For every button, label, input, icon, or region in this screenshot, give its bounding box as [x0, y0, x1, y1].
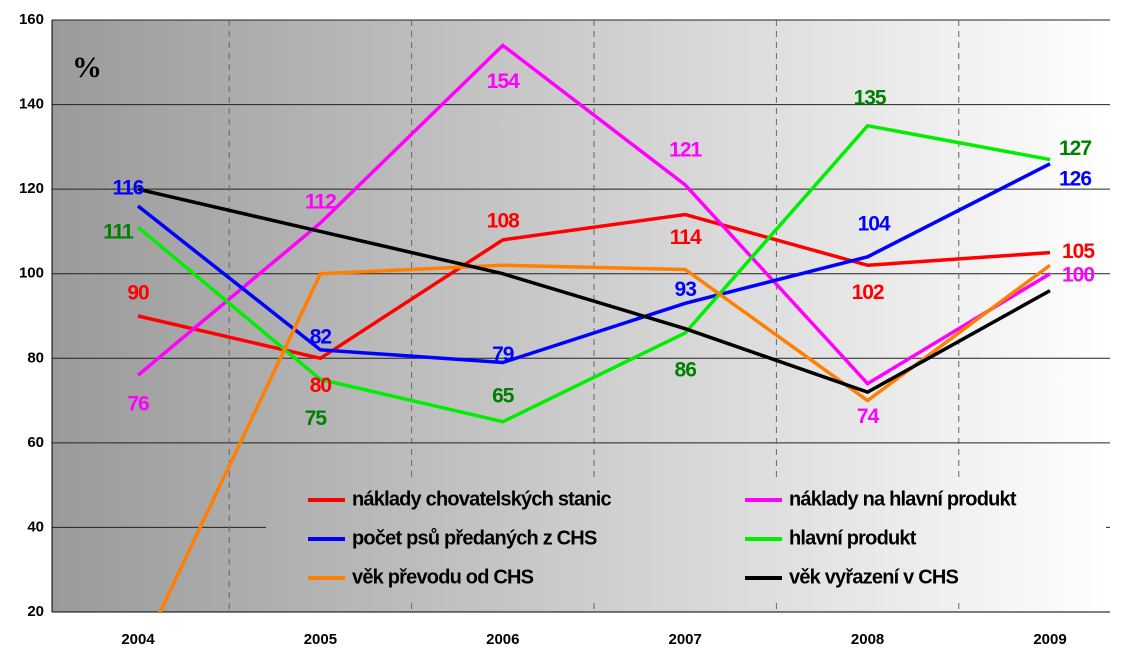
y-tick-label: 60 [27, 434, 44, 451]
legend-label: náklady na hlavní produkt [789, 488, 1017, 510]
data-label: 80 [310, 374, 332, 397]
y-tick-label: 140 [19, 96, 44, 113]
labels: 20 40 60 80 100 120 140 160 2004 2005 2006 2007 2008… [19, 11, 1096, 648]
data-label: 82 [310, 325, 332, 348]
y-tick-label: 80 [27, 349, 44, 366]
y-tick-label: 100 [19, 265, 44, 282]
series-line [136, 162, 1051, 365]
data-label: 86 [675, 358, 697, 381]
legend-label: věk vyřazení v CHS [789, 566, 958, 588]
legend-label: počet psů předaných z CHS [352, 527, 597, 549]
data-label: 90 [127, 282, 149, 305]
lines [136, 43, 1052, 612]
x-tick-label: 2005 [304, 631, 337, 648]
data-label: 111 [103, 221, 134, 244]
y-tick-label: 120 [19, 180, 44, 197]
y-tick-label: 160 [19, 11, 44, 28]
legend-box [266, 478, 1106, 602]
series-line [136, 43, 1051, 386]
data-label: 121 [669, 138, 702, 161]
x-tick-label: 2006 [486, 631, 519, 648]
data-label: 127 [1059, 137, 1091, 160]
data-label: 79 [492, 343, 514, 366]
data-label: 65 [492, 384, 515, 407]
series-line [136, 123, 1051, 424]
data-label: 135 [854, 86, 887, 109]
series-line [158, 263, 1052, 612]
series-line [137, 212, 1051, 361]
data-label: 102 [852, 281, 884, 304]
data-label: 112 [305, 191, 336, 214]
legend: náklady chovatelských stanic náklady na h… [308, 488, 1018, 588]
y-tick-label: 20 [27, 603, 44, 620]
data-label: 126 [1059, 167, 1091, 190]
data-label: 104 [858, 212, 891, 235]
data-label: 93 [675, 278, 697, 301]
x-tick-label: 2004 [121, 631, 155, 648]
x-tick-label: 2009 [1033, 631, 1066, 648]
data-label: 75 [305, 407, 328, 430]
x-tick-label: 2008 [851, 631, 884, 648]
data-label: 76 [127, 393, 149, 416]
legend-label: náklady chovatelských stanic [352, 488, 612, 510]
data-label: 74 [857, 405, 880, 428]
data-label: 154 [487, 70, 520, 93]
data-label: 114 [670, 226, 702, 249]
legend-label: hlavní produkt [789, 527, 917, 549]
data-label: 108 [487, 209, 520, 232]
x-tick-label: 2007 [669, 631, 702, 648]
annotation: % [72, 51, 102, 84]
y-tick-label: 40 [27, 518, 44, 535]
data-label: 105 [1062, 240, 1095, 263]
data-label: 116 [113, 177, 144, 200]
legend-label: věk převodu od CHS [352, 566, 534, 588]
series-line [137, 187, 1051, 395]
data-label: 100 [1062, 263, 1094, 286]
